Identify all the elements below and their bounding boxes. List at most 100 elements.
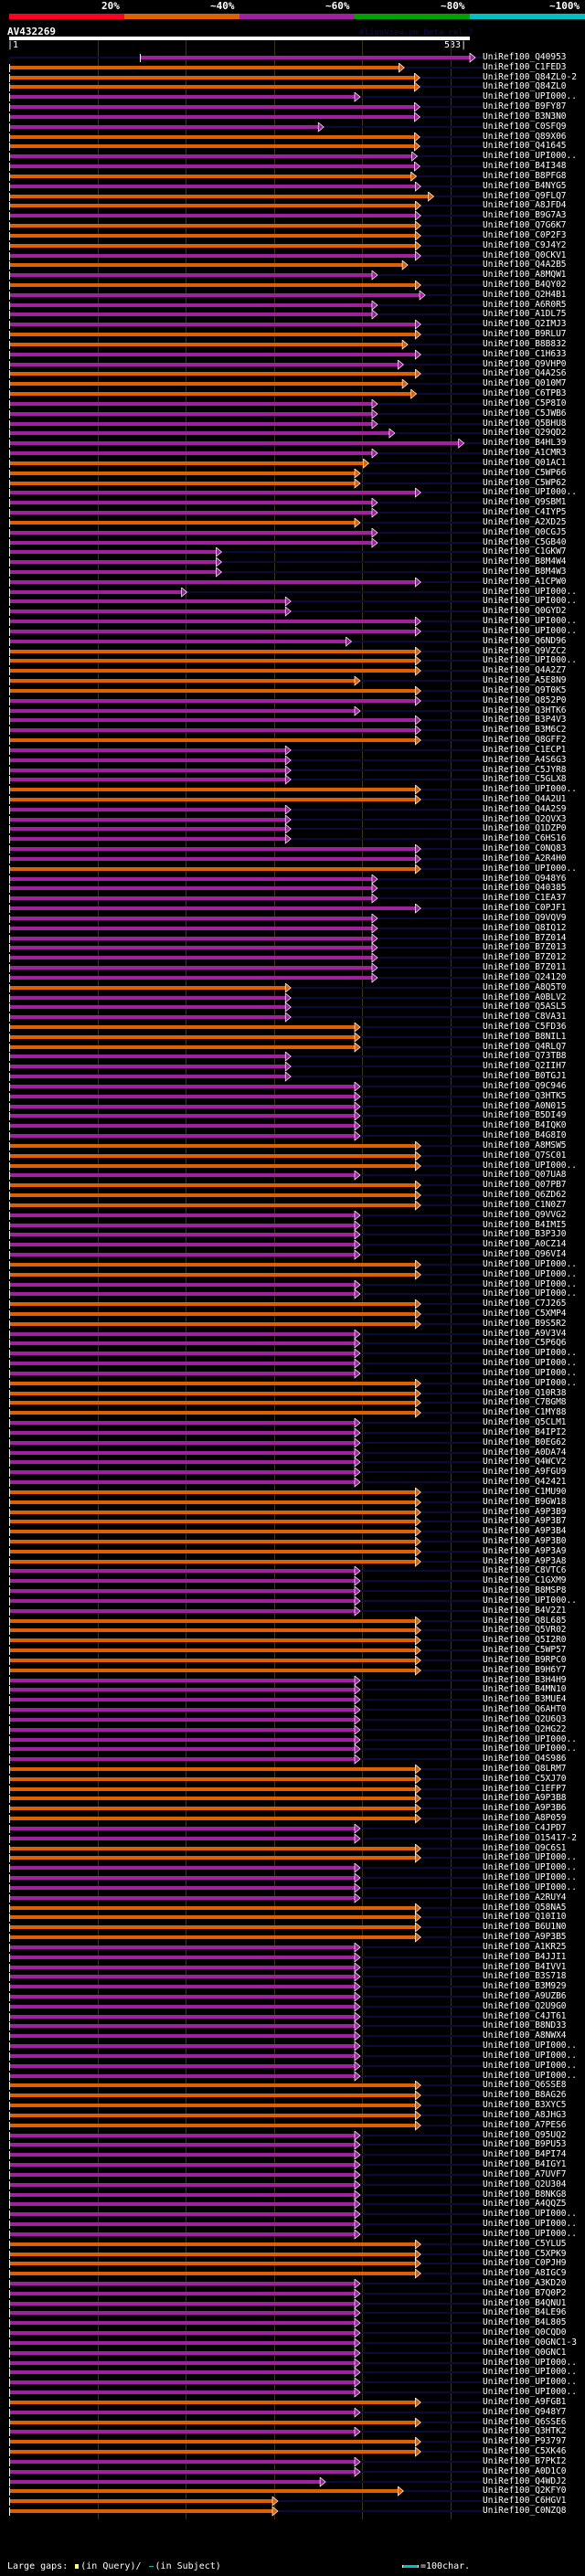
hit-label[interactable]: UniRef100_B4QNU1 <box>483 2297 567 2308</box>
hit-label[interactable]: UniRef100_C1ECP1 <box>483 744 567 755</box>
hit-label[interactable]: UniRef100_B8MSP8 <box>483 1585 567 1596</box>
hit-row[interactable]: UniRef100_C1EA37 <box>0 893 585 904</box>
hit-row[interactable]: UniRef100_Q95UQ2 <box>0 2129 585 2141</box>
hit-row[interactable]: UniRef100_B8ND33 <box>0 2020 585 2032</box>
hit-label[interactable]: UniRef100_A6R0R5 <box>483 299 567 310</box>
hit-row[interactable]: UniRef100_UPI000.. <box>0 1872 585 1883</box>
hit-row[interactable]: UniRef100_Q5I2R0 <box>0 1635 585 1646</box>
hit-label[interactable]: UniRef100_UPI000.. <box>483 1862 577 1873</box>
hit-row[interactable]: UniRef100_Q10R38 <box>0 1387 585 1399</box>
hit-row[interactable]: UniRef100_A2R4H0 <box>0 853 585 864</box>
hit-label[interactable]: UniRef100_UPI000.. <box>483 1377 577 1388</box>
hit-label[interactable]: UniRef100_UPI000.. <box>483 1258 577 1269</box>
hit-label[interactable]: UniRef100_Q95UQ2 <box>483 2129 567 2140</box>
hit-label[interactable]: UniRef100_B8ND33 <box>483 2020 567 2031</box>
hit-label[interactable]: UniRef100_C4JT61 <box>483 2010 567 2021</box>
hit-label[interactable]: UniRef100_C5JWB6 <box>483 408 567 419</box>
hit-label[interactable]: UniRef100_UPI000.. <box>483 151 577 162</box>
hit-label[interactable]: UniRef100_B4G8I0 <box>483 1130 567 1141</box>
hit-row[interactable]: UniRef100_A5E8N9 <box>0 675 585 686</box>
hit-row[interactable]: UniRef100_UPI000.. <box>0 784 585 795</box>
hit-row[interactable]: UniRef100_Q9VZC2 <box>0 646 585 657</box>
hit-row[interactable]: UniRef100_A8P059 <box>0 1813 585 1824</box>
hit-label[interactable]: UniRef100_Q07UA8 <box>483 1170 567 1181</box>
hit-label[interactable]: UniRef100_A2R4H0 <box>483 853 567 864</box>
hit-row[interactable]: UniRef100_Q9FLQ7 <box>0 190 585 202</box>
hit-label[interactable]: UniRef100_C1GKW7 <box>483 546 567 557</box>
hit-row[interactable]: UniRef100_UPI000.. <box>0 587 585 598</box>
hit-label[interactable]: UniRef100_Q9FLQ7 <box>483 190 567 201</box>
hit-label[interactable]: UniRef100_A4S6G3 <box>483 754 567 765</box>
hit-label[interactable]: UniRef100_B7Q0P2 <box>483 2287 567 2298</box>
hit-row[interactable]: UniRef100_A9FGB1 <box>0 2397 585 2408</box>
hit-row[interactable]: UniRef100_C1EFP7 <box>0 1784 585 1795</box>
hit-row[interactable]: UniRef100_A2XD25 <box>0 517 585 528</box>
hit-label[interactable]: UniRef100_B9S5R2 <box>483 1318 567 1329</box>
hit-label[interactable]: UniRef100_B4IVV1 <box>483 1961 567 1972</box>
hit-row[interactable]: UniRef100_C0NQ83 <box>0 843 585 854</box>
hit-label[interactable]: UniRef100_C1EA37 <box>483 893 567 904</box>
hit-label[interactable]: UniRef100_Q5ASL5 <box>483 1002 567 1012</box>
hit-label[interactable]: UniRef100_Q9VQV9 <box>483 912 567 923</box>
hit-label[interactable]: UniRef100_C5XMP4 <box>483 1308 567 1319</box>
hit-label[interactable]: UniRef100_Q41645 <box>483 141 567 152</box>
hit-label[interactable]: UniRef100_A4QQZ5 <box>483 2199 567 2210</box>
hit-label[interactable]: UniRef100_A7UVF7 <box>483 2168 567 2179</box>
hit-label[interactable]: UniRef100_C5P8I0 <box>483 398 567 408</box>
hit-row[interactable]: UniRef100_A9P3B0 <box>0 1536 585 1547</box>
hit-row[interactable]: UniRef100_A8JHG3 <box>0 2110 585 2121</box>
hit-label[interactable]: UniRef100_A1KR25 <box>483 1941 567 1952</box>
hit-label[interactable]: UniRef100_Q4A2U1 <box>483 793 567 804</box>
hit-row[interactable]: UniRef100_C0PJH9 <box>0 2258 585 2270</box>
hit-label[interactable]: UniRef100_UPI000.. <box>483 2367 577 2378</box>
hit-label[interactable]: UniRef100_Q6SSE8 <box>483 2080 567 2091</box>
hit-row[interactable]: UniRef100_UPI000.. <box>0 91 585 103</box>
hit-label[interactable]: UniRef100_B8M4W4 <box>483 557 567 567</box>
hit-label[interactable]: UniRef100_A8MSW5 <box>483 1140 567 1150</box>
hit-label[interactable]: UniRef100_Q0CKV1 <box>483 249 567 260</box>
hit-label[interactable]: UniRef100_Q9VVG2 <box>483 1209 567 1220</box>
hit-row[interactable]: UniRef100_B4IGY1 <box>0 2159 585 2170</box>
hit-row[interactable]: UniRef100_Q4A2U1 <box>0 793 585 805</box>
hit-label[interactable]: UniRef100_A9P3B4 <box>483 1526 567 1537</box>
hit-row[interactable]: UniRef100_B4NYG5 <box>0 181 585 192</box>
hit-label[interactable]: UniRef100_Q4A2S9 <box>483 803 567 814</box>
hit-label[interactable]: UniRef100_UPI000.. <box>483 1367 577 1378</box>
hit-row[interactable]: UniRef100_C0NZQ8 <box>0 2506 585 2517</box>
hit-row[interactable]: UniRef100_Q948Y7 <box>0 2407 585 2418</box>
hit-label[interactable]: UniRef100_Q9SBM1 <box>483 497 567 508</box>
hit-row[interactable]: UniRef100_B3MUE4 <box>0 1694 585 1705</box>
hit-label[interactable]: UniRef100_Q96VI4 <box>483 1249 567 1260</box>
hit-label[interactable]: UniRef100_B9H6Y7 <box>483 1664 567 1675</box>
hit-row[interactable]: UniRef100_Q07PB7 <box>0 1180 585 1191</box>
hit-label[interactable]: UniRef100_Q4A2B5 <box>483 260 567 270</box>
hit-label[interactable]: UniRef100_C1H633 <box>483 348 567 359</box>
hit-row[interactable]: UniRef100_B8B832 <box>0 339 585 350</box>
hit-row[interactable]: UniRef100_Q0CKV1 <box>0 249 585 261</box>
hit-row[interactable]: UniRef100_Q9C946 <box>0 1081 585 1092</box>
hit-row[interactable]: UniRef100_UPI000.. <box>0 2071 585 2082</box>
hit-label[interactable]: UniRef100_UPI000.. <box>483 2041 577 2051</box>
hit-label[interactable]: UniRef100_C0NQ83 <box>483 843 567 854</box>
hit-label[interactable]: UniRef100_A9P3B8 <box>483 1793 567 1804</box>
hit-row[interactable]: UniRef100_Q5VR02 <box>0 1625 585 1637</box>
hit-label[interactable]: UniRef100_B4IMI5 <box>483 1219 567 1230</box>
hit-row[interactable]: UniRef100_B3M929 <box>0 1981 585 1992</box>
hit-row[interactable]: UniRef100_UPI000.. <box>0 1258 585 1270</box>
hit-row[interactable]: UniRef100_Q7SC01 <box>0 1150 585 1161</box>
hit-row[interactable]: UniRef100_UPI000.. <box>0 2041 585 2051</box>
hit-row[interactable]: UniRef100_A6R0R5 <box>0 299 585 311</box>
hit-row[interactable]: UniRef100_C5FD36 <box>0 1022 585 1033</box>
hit-label[interactable]: UniRef100_Q2IMJ3 <box>483 319 567 330</box>
hit-label[interactable]: UniRef100_A3KD20 <box>483 2277 567 2288</box>
hit-row[interactable]: UniRef100_Q3HTK6 <box>0 705 585 716</box>
hit-row[interactable]: UniRef100_C1ECP1 <box>0 744 585 756</box>
hit-row[interactable]: UniRef100_A0CZ14 <box>0 1239 585 1250</box>
hit-row[interactable]: UniRef100_C1GXM9 <box>0 1575 585 1587</box>
hit-row[interactable]: UniRef100_C4JT61 <box>0 2010 585 2022</box>
hit-label[interactable]: UniRef100_Q10R38 <box>483 1387 567 1398</box>
hit-row[interactable]: UniRef100_Q6ZD62 <box>0 1190 585 1201</box>
hit-label[interactable]: UniRef100_Q6ZD62 <box>483 1190 567 1201</box>
hit-row[interactable]: UniRef100_B4QY02 <box>0 280 585 291</box>
hit-row[interactable]: UniRef100_C9J4Y2 <box>0 240 585 251</box>
